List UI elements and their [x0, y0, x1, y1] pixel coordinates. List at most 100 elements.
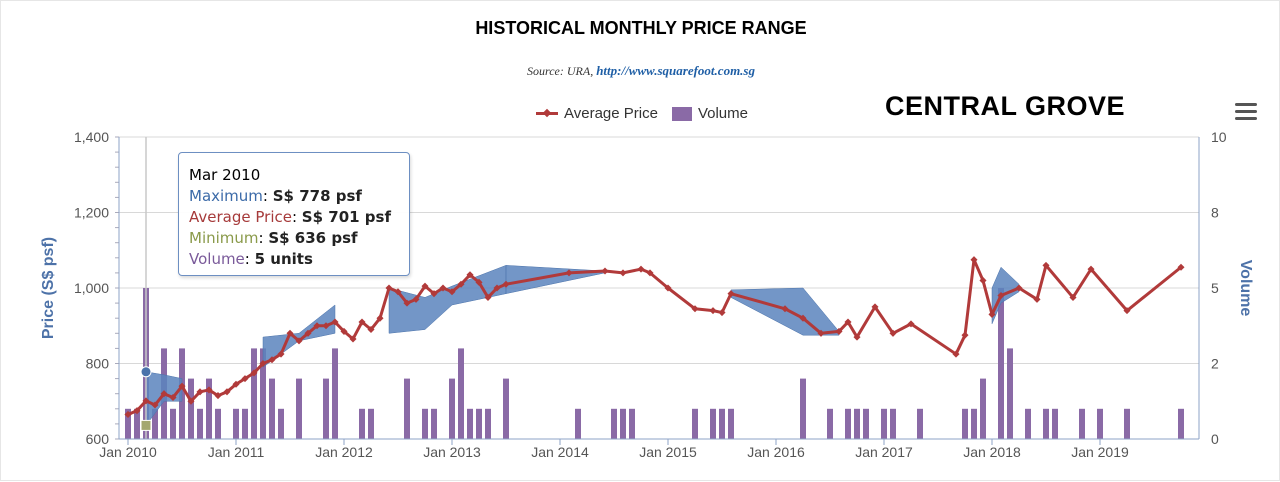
tooltip: Mar 2010 Maximum: S$ 778 psf Average Pri…: [178, 152, 410, 276]
legend-item-volume[interactable]: Volume: [671, 105, 748, 122]
volume-bar: [431, 408, 437, 439]
y-right-tick-label: 0: [1211, 431, 1219, 447]
volume-bar: [368, 408, 374, 439]
volume-bar: [1097, 408, 1103, 439]
volume-bar: [404, 378, 410, 439]
average-price-point: [169, 393, 177, 402]
project-name: CENTRAL GROVE: [885, 91, 1126, 121]
average-price-point: [430, 290, 438, 298]
average-price-point: [979, 276, 987, 284]
x-tick-label: Jan 2017: [855, 444, 913, 460]
average-price-point: [331, 318, 339, 326]
average-price-point: [295, 337, 303, 345]
chart-title: HISTORICAL MONTHLY PRICE RANGE: [475, 18, 807, 38]
average-price-point: [304, 329, 312, 337]
average-price-point: [907, 320, 915, 328]
chart-subtitle: Source: URA, http://www.squarefoot.com.s…: [1, 63, 1280, 79]
average-price-point: [385, 284, 393, 292]
average-price-point: [1015, 284, 1023, 292]
average-price-point: [394, 288, 402, 296]
average-price-point: [646, 269, 654, 277]
volume-bar: [881, 408, 887, 439]
y-right-tick-label: 8: [1211, 205, 1219, 221]
y-left-tick-label: 800: [86, 356, 110, 372]
volume-bar: [1007, 348, 1013, 439]
crosshair: [140, 137, 152, 439]
average-price-point: [871, 303, 879, 311]
volume-bar: [980, 378, 986, 439]
volume-bar: [458, 348, 464, 439]
volume-bar: [449, 378, 455, 439]
volume-bar: [359, 408, 365, 439]
average-price-point: [322, 322, 330, 330]
average-price-point: [358, 318, 366, 326]
average-price-point: [781, 305, 789, 313]
legend-line-swatch: [536, 112, 558, 115]
average-price-point: [961, 331, 969, 339]
volume-bar: [485, 408, 491, 439]
average-price-point: [718, 309, 726, 317]
legend-bar-swatch: [671, 106, 692, 121]
average-price-point: [412, 295, 420, 303]
volume-bar: [629, 408, 635, 439]
average-price-point: [187, 397, 195, 405]
x-tick-label: Jan 2012: [315, 444, 373, 460]
average-price-line: [124, 256, 1185, 418]
average-price-point: [988, 310, 996, 318]
average-price-point: [997, 292, 1005, 300]
tooltip-max-row: Maximum: S$ 778 psf: [189, 187, 362, 205]
x-tick-label: Jan 2018: [963, 444, 1021, 460]
volume-bar: [296, 378, 302, 439]
source-link[interactable]: http://www.squarefoot.com.sg: [596, 63, 755, 78]
average-price-point: [214, 392, 222, 400]
average-price-point: [448, 288, 456, 296]
average-price-point: [376, 314, 384, 322]
average-price-point: [457, 280, 465, 288]
volume-bar: [260, 348, 266, 439]
x-tick-label: Jan 2011: [208, 444, 265, 460]
y-right-tick-label: 2: [1211, 356, 1219, 372]
average-price-point: [241, 375, 249, 383]
average-price-point: [196, 388, 204, 396]
volume-bar: [242, 408, 248, 439]
average-price-point: [223, 388, 231, 396]
average-price-point: [124, 410, 132, 418]
volume-bar: [998, 288, 1004, 439]
volume-bar: [476, 408, 482, 439]
y-left-tick-label: 1,000: [74, 280, 109, 296]
x-tick-label: Jan 2013: [423, 444, 481, 460]
average-price-point: [313, 322, 321, 330]
legend-item-average-price[interactable]: Average Price: [536, 105, 658, 122]
volume-bar: [719, 408, 725, 439]
average-price-point: [664, 284, 672, 292]
average-price-point: [439, 284, 447, 292]
average-price-point: [970, 256, 978, 264]
crosshair-min-marker: [140, 419, 152, 431]
average-price-point: [403, 299, 411, 307]
volume-bar: [197, 408, 203, 439]
average-price-point: [709, 307, 717, 315]
volume-bar: [575, 408, 581, 439]
average-price-point: [232, 380, 240, 388]
y-right-axis-title: Volume: [1237, 260, 1254, 317]
legend-label-volume: Volume: [697, 105, 748, 122]
axes: 600 800 1,000 1,200 1,400 0 2 5 8 10 Jan 2010 Jan 2…: [40, 129, 1254, 460]
average-price-point: [484, 293, 492, 301]
volume-bar: [863, 408, 869, 439]
y-left-tick-label: 600: [86, 431, 110, 447]
volume-bar: [728, 408, 734, 439]
volume-bar: [170, 408, 176, 439]
volume-bar: [1052, 408, 1058, 439]
volume-bar: [620, 408, 626, 439]
volume-bar: [134, 408, 140, 439]
average-price-point: [421, 282, 429, 290]
average-price-point: [367, 325, 375, 334]
chart-legend: Average Price Volume: [536, 105, 762, 122]
average-price-point: [142, 397, 150, 405]
hamburger-menu-icon[interactable]: [1235, 103, 1257, 123]
average-price-point: [493, 284, 501, 292]
volume-bar: [215, 408, 221, 439]
average-price-point: [160, 390, 168, 398]
average-price-point: [889, 329, 897, 337]
